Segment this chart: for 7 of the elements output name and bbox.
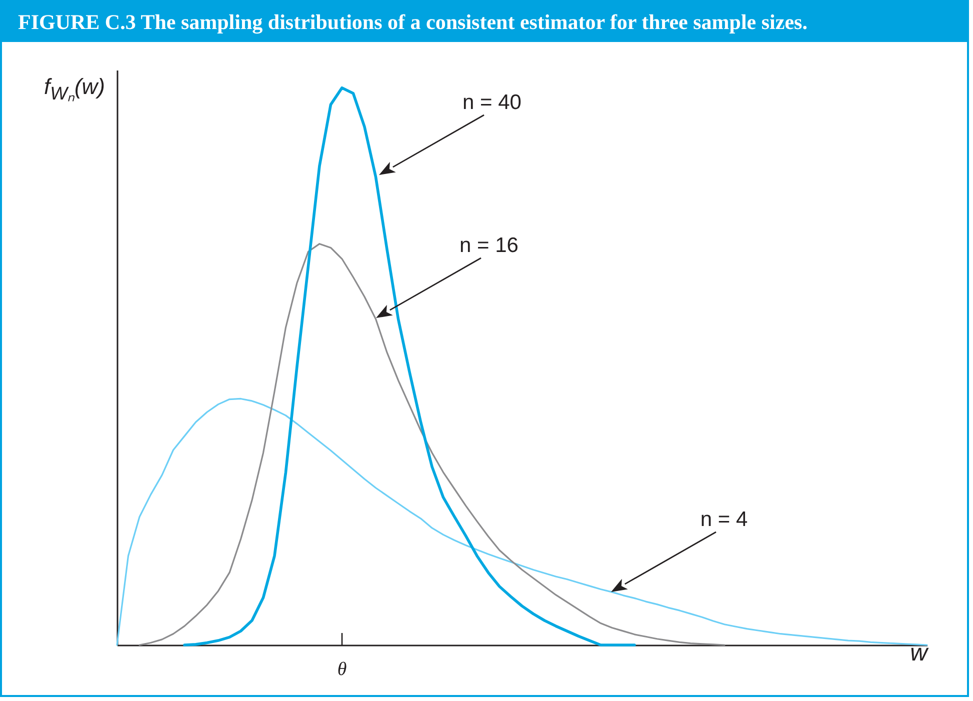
y-axis-title: f$_{Wₙ}$(w) [44, 74, 105, 104]
text: θ [337, 659, 347, 680]
annotation: n = 16 [460, 234, 518, 257]
annotation: n = 4 [700, 508, 748, 531]
chart-title: FIGURE C.3 The sampling distributions of a consistent estimator for three sample sizes. [2, 2, 967, 42]
x-axis-title: w [910, 640, 930, 666]
annotation: n = 40 [462, 91, 522, 114]
